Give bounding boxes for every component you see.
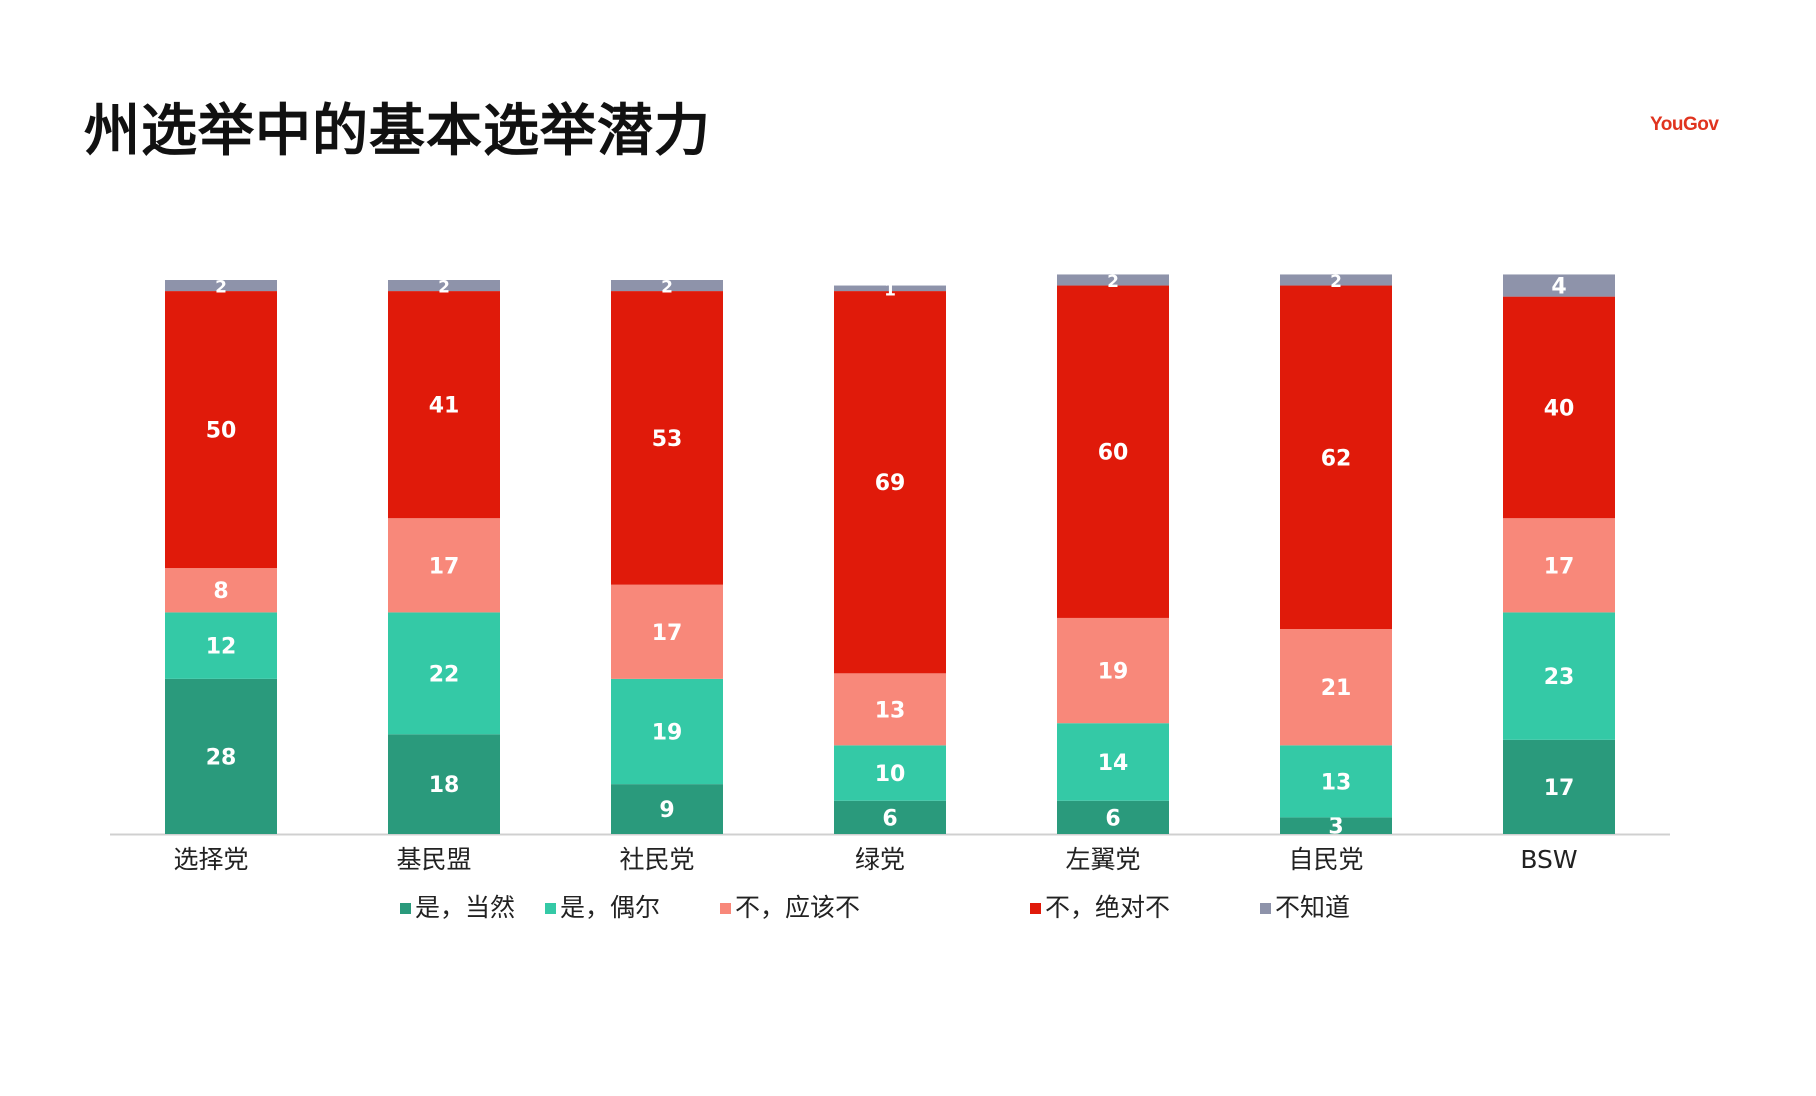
legend-item: 是，偶尔 xyxy=(545,888,660,924)
bar-segment xyxy=(834,291,946,674)
data-label: 13 xyxy=(1321,770,1352,795)
category-label: 绿党 xyxy=(855,845,905,874)
bar-segment xyxy=(165,291,277,569)
data-label: 3 xyxy=(1328,815,1343,840)
data-label: 19 xyxy=(1098,660,1129,685)
data-label: 21 xyxy=(1321,676,1352,701)
data-label: 50 xyxy=(206,419,237,444)
data-label: 62 xyxy=(1321,446,1352,471)
legend-swatch xyxy=(400,903,411,914)
bar-segment xyxy=(1057,285,1169,618)
bar-segment xyxy=(165,568,277,613)
data-label: 19 xyxy=(652,721,683,746)
category-label: 左翼党 xyxy=(1065,845,1140,874)
bar-segment xyxy=(388,291,500,519)
legend-item: 是，当然 xyxy=(400,888,515,924)
data-label: 8 xyxy=(213,579,228,604)
bar-segment xyxy=(165,280,277,292)
legend-swatch xyxy=(1260,903,1271,914)
bar-segment xyxy=(388,734,500,834)
bar-segment xyxy=(1503,612,1615,740)
bar-segment xyxy=(834,285,946,292)
legend-item: 不，应该不 xyxy=(720,888,860,924)
data-label: 41 xyxy=(429,394,460,419)
category-label: BSW xyxy=(1520,845,1577,874)
data-label: 13 xyxy=(875,698,906,723)
bar-segment xyxy=(611,678,723,785)
legend-label: 不，应该不 xyxy=(735,893,861,922)
data-label: 23 xyxy=(1544,665,1575,690)
bar-segment xyxy=(1503,518,1615,613)
bar-segment xyxy=(611,584,723,679)
data-label: 17 xyxy=(429,554,460,579)
legend-label: 是，当然 xyxy=(415,893,516,922)
data-label: 6 xyxy=(882,806,897,831)
legend-swatch xyxy=(720,903,731,914)
data-label: 17 xyxy=(1544,554,1575,579)
legend-swatch xyxy=(545,903,556,914)
bar-segment xyxy=(1057,274,1169,286)
data-label: 60 xyxy=(1098,441,1129,466)
data-label: 2 xyxy=(661,278,673,298)
bar-segment xyxy=(1280,629,1392,746)
data-label: 2 xyxy=(1107,272,1119,292)
bar-segment xyxy=(1503,274,1615,297)
bar-segment xyxy=(611,784,723,834)
bar-segment xyxy=(1057,800,1169,834)
data-label: 69 xyxy=(875,471,906,496)
bar-segment xyxy=(1503,739,1615,834)
bar-segment xyxy=(611,291,723,585)
data-label: 28 xyxy=(206,745,237,770)
data-label: 18 xyxy=(429,773,460,798)
bar-segment xyxy=(388,518,500,613)
data-label: 2 xyxy=(1330,272,1342,292)
chart-title: 州选举中的基本选举潜力 xyxy=(84,99,711,164)
legend-swatch xyxy=(1030,903,1041,914)
bar-segment xyxy=(165,612,277,679)
legend-item: 不知道 xyxy=(1260,888,1350,924)
category-label: 社民党 xyxy=(619,845,694,874)
legend-label: 不知道 xyxy=(1275,893,1351,922)
bar-segment xyxy=(1280,285,1392,630)
legend-label: 不，绝对不 xyxy=(1045,893,1171,922)
data-label: 2 xyxy=(215,278,227,298)
data-label: 40 xyxy=(1544,396,1575,421)
bar-segment xyxy=(834,745,946,801)
data-label: 1 xyxy=(884,280,896,300)
data-label: 10 xyxy=(875,762,906,787)
data-label: 6 xyxy=(1105,806,1120,831)
bar-segment xyxy=(1057,617,1169,724)
data-label: 2 xyxy=(438,278,450,298)
data-label: 9 xyxy=(659,798,674,823)
category-label: 基民盟 xyxy=(396,845,471,874)
legend-label: 是，偶尔 xyxy=(560,893,661,922)
data-label: 17 xyxy=(1544,776,1575,801)
bar-segment xyxy=(1057,723,1169,801)
bar-segment xyxy=(611,280,723,292)
bar-segment xyxy=(388,612,500,735)
bar-segment xyxy=(1280,745,1392,818)
data-label: 4 xyxy=(1551,275,1566,300)
data-label: 12 xyxy=(206,635,237,660)
category-label: 选择党 xyxy=(173,845,248,874)
data-label: 17 xyxy=(652,621,683,646)
bar-segment xyxy=(834,673,946,746)
data-label: 22 xyxy=(429,662,460,687)
bar-segment xyxy=(1503,296,1615,519)
legend-item: 不，绝对不 xyxy=(1030,888,1170,924)
bar-segment xyxy=(834,800,946,834)
chart-legend: 是，当然 是，偶尔 不，应该不 不，绝对不 不知道 xyxy=(400,888,1500,928)
bar-segment xyxy=(165,678,277,834)
data-label: 14 xyxy=(1098,751,1129,776)
yougov-logo: YouGov xyxy=(1650,114,1719,135)
category-label: 自民党 xyxy=(1288,845,1363,874)
bar-segment xyxy=(1280,274,1392,286)
bar-segment xyxy=(388,280,500,292)
data-label: 53 xyxy=(652,427,683,452)
bar-segment xyxy=(1280,817,1392,834)
